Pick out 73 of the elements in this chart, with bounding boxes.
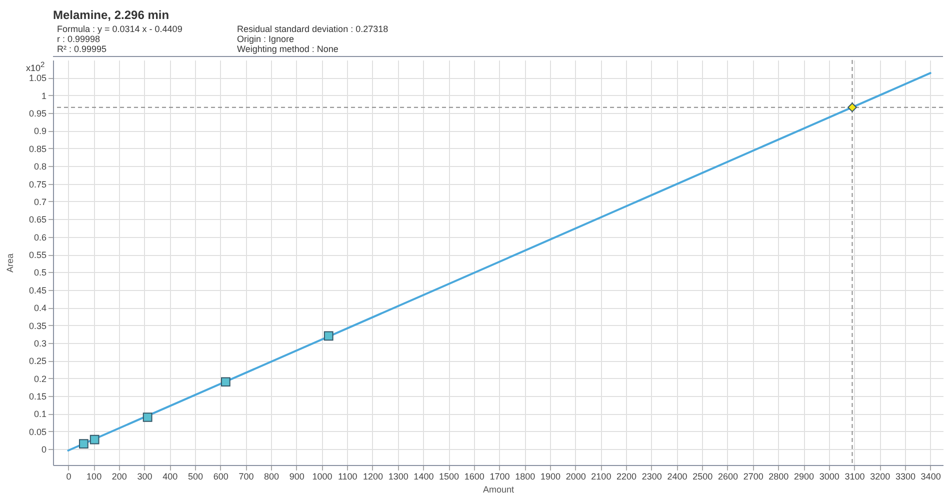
text: R² : 0.99995 bbox=[57, 44, 108, 54]
y-tick-label: 1.05 bbox=[28, 73, 46, 84]
x-tick-label: 1000 bbox=[312, 472, 332, 482]
x-tick-label: 400 bbox=[162, 472, 178, 482]
chart-title: Melamine, 2.296 min bbox=[53, 8, 170, 22]
y-tick-label: 0.1 bbox=[34, 409, 46, 420]
x-tick-label: 300 bbox=[137, 472, 152, 482]
x-tick-label: 200 bbox=[112, 472, 127, 482]
x-tick-label: 2400 bbox=[667, 472, 688, 482]
x-tick-label: 700 bbox=[238, 472, 254, 482]
y-tick-label: 0.35 bbox=[28, 320, 46, 331]
y-tick-label: 0.75 bbox=[28, 179, 46, 190]
x-tick-label: 900 bbox=[289, 472, 304, 482]
x-tick-label: 3100 bbox=[844, 472, 865, 482]
point bbox=[324, 331, 334, 341]
x-tick-label: 1800 bbox=[515, 472, 536, 482]
x-tick-label: 1200 bbox=[362, 472, 384, 482]
text: Residual standard deviation : 0.27318 bbox=[237, 24, 390, 34]
point bbox=[848, 102, 857, 112]
text: r : 0.99998 bbox=[57, 34, 102, 44]
y-tick-label: 0.8 bbox=[34, 162, 46, 172]
y-tick-label: 0.05 bbox=[28, 426, 46, 437]
y-tick-label: 1 bbox=[41, 90, 46, 101]
x-tick-label: 1100 bbox=[338, 472, 358, 482]
x-tick-label: 1900 bbox=[540, 472, 560, 482]
text: Weighting method : None bbox=[237, 44, 340, 54]
x-tick-label: 3400 bbox=[920, 472, 941, 482]
y-tick-label: 0.25 bbox=[28, 356, 46, 366]
x-tick-label: 1400 bbox=[414, 472, 434, 482]
y-tick-label: 0.85 bbox=[28, 144, 46, 154]
x-tick-label: 2800 bbox=[768, 472, 789, 482]
x-tick-label: 500 bbox=[188, 472, 204, 482]
y-tick-label: 0.5 bbox=[34, 268, 46, 278]
y-tick-label: 0.55 bbox=[28, 250, 46, 260]
x-tick-label: 100 bbox=[86, 472, 102, 482]
x-tick-label: 2000 bbox=[566, 472, 586, 482]
y-tick-label: 0.3 bbox=[34, 338, 46, 348]
point bbox=[142, 412, 152, 422]
y-axis-title: Area bbox=[4, 253, 15, 273]
x-tick-label: 1300 bbox=[388, 472, 408, 482]
y-tick-label: 0.4 bbox=[34, 303, 46, 314]
x-tick-label: 2900 bbox=[794, 472, 814, 482]
x-tick-label: 800 bbox=[264, 472, 280, 482]
x-tick-label: 2600 bbox=[718, 472, 738, 482]
x-tick-label: 600 bbox=[213, 472, 228, 482]
x-tick-label: 3300 bbox=[895, 472, 916, 482]
text: Origin : Ignore bbox=[237, 34, 296, 44]
text: Formula : y = 0.0314 x - 0.4409 bbox=[57, 24, 184, 34]
y-tick-label: 0.6 bbox=[34, 232, 46, 242]
y-tick-label: 0.9 bbox=[34, 126, 46, 136]
x-tick-label: 3000 bbox=[819, 472, 840, 482]
y-tick-label: 0 bbox=[41, 444, 46, 455]
x-tick-label: 1600 bbox=[464, 472, 484, 482]
x-tick-label: 2300 bbox=[642, 472, 662, 482]
point bbox=[220, 377, 230, 387]
x-tick-label: 1500 bbox=[439, 472, 460, 482]
y-tick-label: 0.65 bbox=[28, 214, 46, 225]
point bbox=[79, 439, 88, 448]
x-tick-label: 2500 bbox=[692, 472, 713, 482]
y-tick-label: 0.2 bbox=[34, 374, 46, 384]
x-tick-label: 2700 bbox=[743, 472, 764, 482]
y-tick-label: 0.7 bbox=[34, 196, 46, 207]
x-axis-title: Amount bbox=[482, 484, 514, 494]
point bbox=[90, 434, 100, 444]
x-tick-label: 3200 bbox=[870, 472, 890, 482]
x-tick-label: 0 bbox=[66, 472, 72, 482]
y-tick-label: 0.45 bbox=[28, 285, 46, 296]
x-tick-label: 2200 bbox=[616, 472, 637, 482]
y-tick-label: 0.95 bbox=[28, 108, 46, 119]
x-tick-label: 2100 bbox=[591, 472, 612, 482]
y-tick-label: 0.15 bbox=[28, 392, 46, 402]
text: x10$^{2}$ bbox=[26, 60, 45, 73]
x-tick-label: 1700 bbox=[490, 472, 510, 482]
